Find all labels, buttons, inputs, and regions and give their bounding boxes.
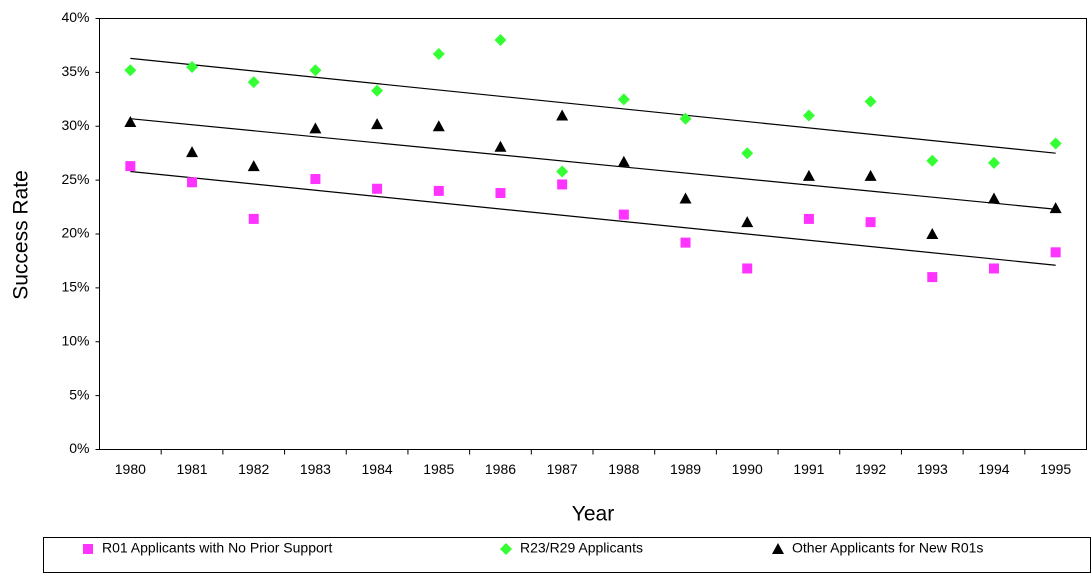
point bbox=[987, 156, 1000, 169]
point bbox=[495, 188, 506, 199]
point bbox=[247, 76, 260, 89]
x-tick-label: 1990 bbox=[732, 461, 763, 477]
point bbox=[927, 272, 938, 283]
point bbox=[679, 112, 692, 125]
point bbox=[187, 177, 198, 188]
point bbox=[618, 209, 629, 220]
point bbox=[988, 263, 999, 274]
x-tick-label: 1994 bbox=[978, 461, 1009, 477]
x-axis-title: Year bbox=[572, 503, 614, 526]
point bbox=[556, 165, 569, 178]
legend-marker bbox=[500, 543, 512, 555]
point bbox=[124, 115, 137, 127]
y-tick-label: 10% bbox=[61, 332, 89, 348]
legend bbox=[43, 537, 1091, 573]
point bbox=[124, 64, 137, 77]
x-tick-label: 1985 bbox=[423, 461, 454, 477]
point bbox=[803, 213, 814, 224]
point bbox=[432, 48, 445, 61]
point bbox=[864, 95, 877, 108]
x-tick-label: 1993 bbox=[917, 461, 948, 477]
point bbox=[617, 93, 630, 106]
point bbox=[310, 174, 321, 185]
point bbox=[494, 34, 507, 47]
x-tick-label: 1988 bbox=[608, 461, 639, 477]
point bbox=[617, 155, 630, 167]
point bbox=[1049, 137, 1062, 150]
point bbox=[987, 192, 1000, 204]
legend-label: Other Applicants for New R01s bbox=[792, 540, 983, 556]
point bbox=[186, 60, 199, 73]
x-tick-label: 1987 bbox=[547, 461, 578, 477]
x-tick-label: 1995 bbox=[1040, 461, 1071, 477]
y-tick-label: 40% bbox=[61, 9, 89, 25]
point bbox=[125, 161, 136, 172]
legend-label: R23/R29 Applicants bbox=[520, 540, 643, 556]
point bbox=[802, 109, 815, 122]
point bbox=[371, 118, 384, 130]
point bbox=[1050, 247, 1061, 258]
x-tick-label: 1980 bbox=[115, 461, 146, 477]
x-tick-label: 1981 bbox=[176, 461, 207, 477]
y-tick-label: 25% bbox=[61, 171, 89, 187]
point bbox=[556, 109, 569, 121]
trend-line bbox=[130, 57, 1056, 154]
point bbox=[309, 122, 322, 134]
point bbox=[742, 263, 753, 274]
point bbox=[926, 154, 939, 167]
point bbox=[741, 216, 754, 228]
x-tick-label: 1991 bbox=[793, 461, 824, 477]
y-tick-label: 30% bbox=[61, 117, 89, 133]
point bbox=[802, 169, 815, 181]
point bbox=[247, 160, 260, 172]
point bbox=[372, 183, 383, 194]
point bbox=[186, 146, 199, 158]
plot-area bbox=[99, 18, 1087, 450]
point bbox=[741, 147, 754, 160]
point bbox=[494, 140, 507, 152]
point bbox=[433, 185, 444, 196]
point bbox=[248, 213, 259, 224]
y-tick-label: 35% bbox=[61, 63, 89, 79]
y-tick-label: 20% bbox=[61, 225, 89, 241]
point bbox=[309, 64, 322, 77]
point bbox=[557, 179, 568, 190]
point bbox=[371, 84, 384, 97]
point bbox=[926, 228, 939, 239]
trend-line bbox=[130, 118, 1056, 210]
point bbox=[1049, 202, 1062, 214]
point bbox=[865, 217, 876, 228]
x-tick-label: 1983 bbox=[300, 461, 331, 477]
x-tick-label: 1982 bbox=[238, 461, 269, 477]
legend-marker bbox=[772, 543, 784, 554]
x-tick-label: 1989 bbox=[670, 461, 701, 477]
point bbox=[679, 192, 692, 204]
point bbox=[432, 120, 445, 132]
x-tick-label: 1992 bbox=[855, 461, 886, 477]
x-tick-label: 1984 bbox=[362, 461, 393, 477]
point bbox=[680, 237, 691, 248]
x-tick-label: 1986 bbox=[485, 461, 516, 477]
y-tick-label: 5% bbox=[69, 386, 89, 402]
y-axis-title: Success Rate bbox=[10, 170, 33, 300]
legend-marker bbox=[83, 544, 93, 554]
trend-line bbox=[130, 170, 1056, 266]
point bbox=[864, 169, 877, 181]
y-tick-label: 0% bbox=[69, 440, 89, 456]
legend-label: R01 Applicants with No Prior Support bbox=[102, 540, 332, 556]
y-tick-label: 15% bbox=[61, 279, 89, 295]
